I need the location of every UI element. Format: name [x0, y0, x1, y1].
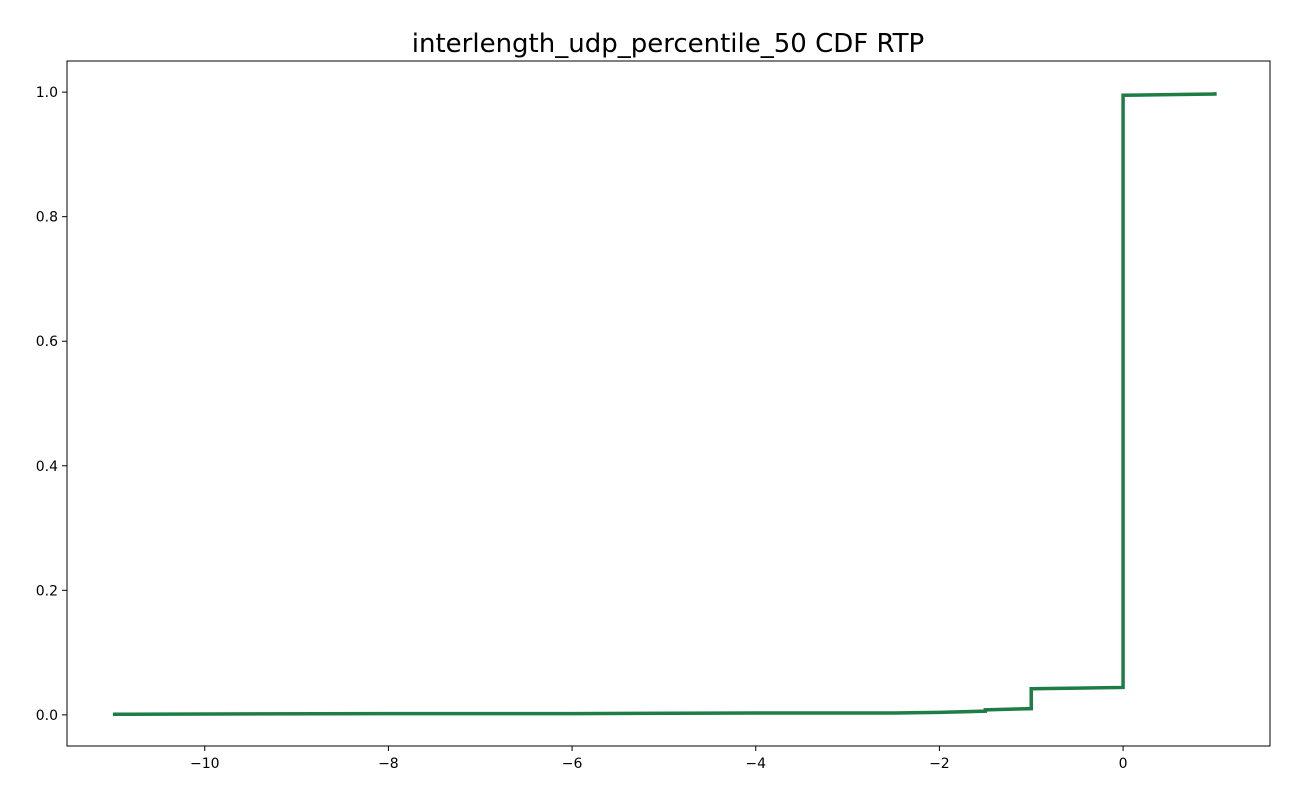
x-tick-label: −2 — [929, 756, 950, 772]
x-tick-label: 0 — [1119, 756, 1128, 772]
plot-frame — [66, 60, 1271, 747]
y-tick-label: 0.6 — [36, 334, 58, 350]
x-tick-label: −8 — [378, 756, 399, 772]
y-tick-label: 0.8 — [36, 210, 58, 226]
series-line-0 — [112, 92, 1217, 716]
x-tick-label: −6 — [562, 756, 583, 772]
chart-title: interlength_udp_percentile_50 CDF RTP — [412, 29, 924, 59]
x-tick-label: −4 — [745, 756, 766, 772]
y-tick-label: 0.4 — [36, 459, 58, 475]
y-tick-label: 0.2 — [36, 583, 58, 599]
y-tick-label: 0.0 — [36, 708, 58, 724]
y-tick-label: 1.0 — [36, 85, 58, 101]
plot-area — [112, 92, 1217, 716]
x-tick-label: −10 — [190, 756, 220, 772]
x-axis: −10 −8 −6 −4 −2 0 — [190, 746, 1128, 772]
y-axis: 0.0 0.2 0.4 0.6 0.8 1.0 — [36, 85, 67, 724]
